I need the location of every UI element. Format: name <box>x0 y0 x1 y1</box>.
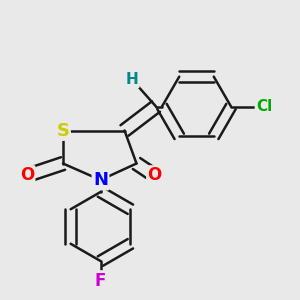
Text: Cl: Cl <box>256 99 272 114</box>
Text: O: O <box>20 167 34 184</box>
Text: H: H <box>126 72 138 87</box>
Text: N: N <box>93 171 108 189</box>
Text: F: F <box>95 272 106 290</box>
Text: O: O <box>147 167 162 184</box>
Text: S: S <box>56 122 70 140</box>
